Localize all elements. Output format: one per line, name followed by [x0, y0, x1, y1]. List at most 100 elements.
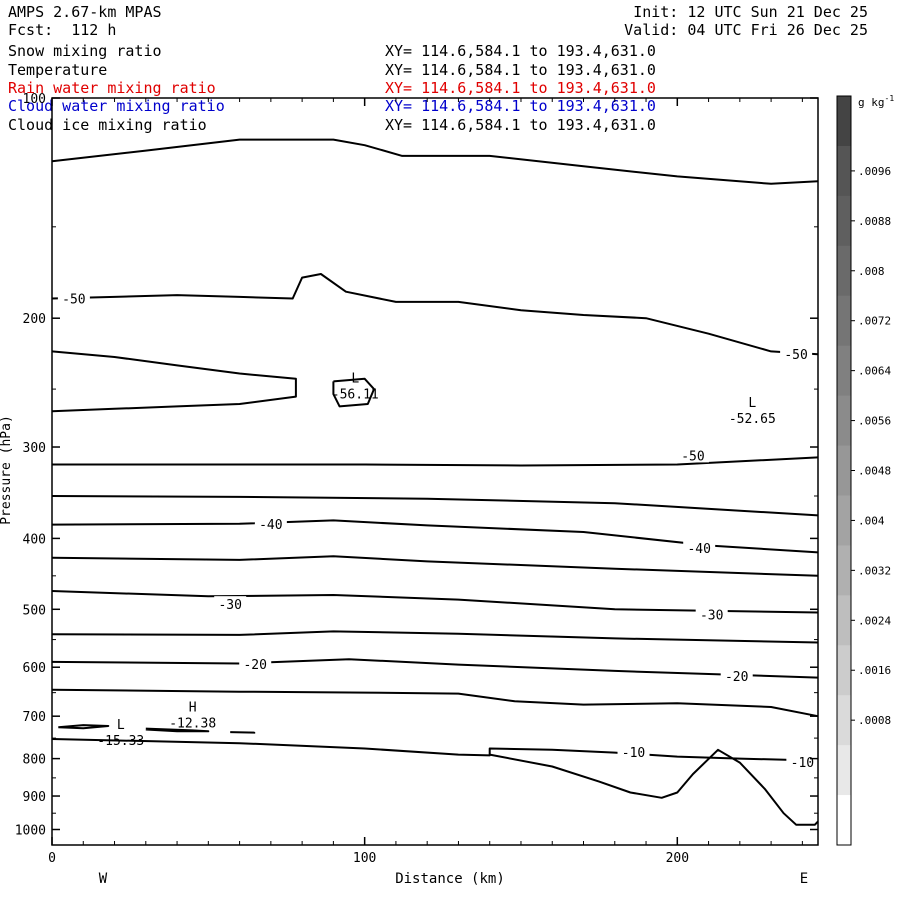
isotherm-line	[51, 495, 819, 517]
x-tick-label: 0	[48, 851, 56, 866]
isotherm-line	[51, 738, 819, 762]
field-name: Snow mixing ratio	[8, 42, 162, 60]
isotherm-line	[51, 590, 819, 614]
colorbar-label: .0048	[858, 465, 891, 478]
colorbar-label: .0032	[858, 564, 891, 577]
isotherm-line	[51, 658, 819, 679]
contour-label: -40	[259, 518, 282, 533]
contour-label-bg	[695, 606, 728, 622]
colorbar-swatch	[837, 195, 851, 247]
isotherm-line	[51, 555, 819, 577]
isotherm-line	[332, 377, 375, 408]
contour-label-bg	[57, 290, 90, 306]
y-tick-label: 1000	[15, 824, 46, 839]
extrema-layer: L-56.11L-52.65H-12.38L-15.33	[97, 372, 776, 749]
y-tick-label: 900	[23, 790, 46, 805]
y-tick-label: 700	[23, 710, 46, 725]
extremum-type: L	[748, 396, 756, 411]
colorbar-swatch	[837, 795, 851, 846]
contour-label-bg	[676, 447, 709, 463]
colorbar-swatch	[837, 245, 851, 297]
plot-frame	[51, 97, 819, 846]
y-tick-label: 800	[23, 753, 46, 768]
east-label: E	[800, 871, 808, 887]
colorbar-label: .004	[858, 514, 885, 527]
y-axis-label: Pressure (hPa)	[0, 415, 14, 525]
contour-label-bg	[617, 744, 650, 760]
contour-label-bg	[683, 539, 716, 555]
contour-label-bg	[214, 596, 247, 612]
extremum-type: L	[117, 718, 125, 733]
colorbar-swatch	[837, 495, 851, 546]
colorbar-swatch	[837, 745, 851, 796]
field-name: Cloud water mixing ratio	[8, 97, 225, 115]
y-tick-label: 400	[23, 532, 46, 547]
model-title: AMPS 2.67-km MPAS	[8, 3, 162, 21]
isotherm-line	[51, 273, 819, 356]
contour-label: -10	[791, 756, 814, 771]
valid-time: Valid: 04 UTC Fri 26 Dec 25	[624, 21, 868, 39]
contour-label: -30	[700, 608, 723, 623]
init-time: Init: 12 UTC Sun 21 Dec 25	[633, 3, 868, 21]
forecast-hour: Fcst: 112 h	[8, 21, 117, 39]
contour-label-layer: -50 -50 -50 -40 -40 -30 -30 -20 -20 -10 -10	[57, 290, 819, 771]
field-name: Temperature	[8, 61, 108, 79]
colorbar-label: .008	[858, 265, 885, 278]
y-tick-label: 200	[23, 312, 46, 327]
isotherm-line	[51, 630, 819, 644]
colorbar-swatch	[837, 395, 851, 447]
isotherm-line	[51, 350, 297, 413]
contour-label: -50	[681, 449, 704, 464]
isotherm-layer	[51, 138, 819, 762]
colorbar-swatch	[837, 645, 851, 696]
contour-label: -10	[622, 746, 645, 761]
contour-label: -50	[62, 293, 85, 308]
contour-label: -50	[784, 348, 807, 363]
extremum-value: -56.11	[332, 388, 379, 403]
terrain-line	[489, 748, 819, 826]
colorbar-label: .0088	[858, 215, 891, 228]
field-xy: XY= 114.6,584.1 to 193.4,631.0	[385, 61, 656, 79]
field-xy: XY= 114.6,584.1 to 193.4,631.0	[385, 42, 656, 60]
colorbar-swatch	[837, 695, 851, 746]
colorbar-unit: g kg-1	[858, 94, 894, 109]
extremum-value: -52.65	[729, 412, 776, 427]
y-axis: 100 200 300 400 500 600 700 800 900 1000	[15, 92, 818, 839]
colorbar-label: .0024	[858, 614, 891, 627]
field-xy: XY= 114.6,584.1 to 193.4,631.0	[385, 97, 656, 115]
colorbar-swatch	[837, 545, 851, 596]
colorbar-unit-text: g kg	[858, 96, 885, 109]
extremum-value: -15.33	[97, 734, 144, 749]
extremum-type: L	[351, 372, 359, 387]
extremum-type: H	[189, 700, 197, 715]
field-name: Cloud ice mixing ratio	[8, 116, 207, 134]
contour-label: -30	[218, 598, 241, 613]
field-xy: XY= 114.6,584.1 to 193.4,631.0	[385, 116, 656, 134]
x-axis-label: Distance (km)	[395, 871, 505, 887]
colorbar-swatch	[837, 445, 851, 496]
colorbar-unit-exp: -1	[885, 94, 895, 103]
contour-label: -20	[725, 670, 748, 685]
colorbar-swatch	[837, 345, 851, 397]
isotherm-line	[52, 456, 819, 467]
contour-label-bg	[239, 656, 272, 672]
colorbar-label: .0008	[858, 714, 891, 727]
colorbar: .0096 .0088 .008 .0072 .0064 .0056 .0048 .004 .0…	[836, 95, 891, 846]
y-tick-label: 500	[23, 603, 46, 618]
field-xy: XY= 114.6,584.1 to 193.4,631.0	[385, 79, 656, 97]
west-label: W	[99, 871, 108, 887]
colorbar-label: .0096	[858, 165, 891, 178]
contour-label: -40	[687, 542, 710, 557]
isotherm-line	[58, 724, 110, 730]
colorbar-label: .0056	[858, 415, 891, 428]
colorbar-swatch	[837, 96, 851, 147]
colorbar-swatch	[837, 295, 851, 347]
isotherm-line	[145, 727, 210, 733]
colorbar-swatch	[837, 145, 851, 197]
contour-label-bg	[780, 346, 813, 362]
field-name: Rain water mixing ratio	[8, 79, 216, 97]
contour-label-bg	[254, 515, 287, 531]
contour-label-bg	[786, 753, 819, 769]
x-axis: 0 100 200	[48, 98, 803, 866]
